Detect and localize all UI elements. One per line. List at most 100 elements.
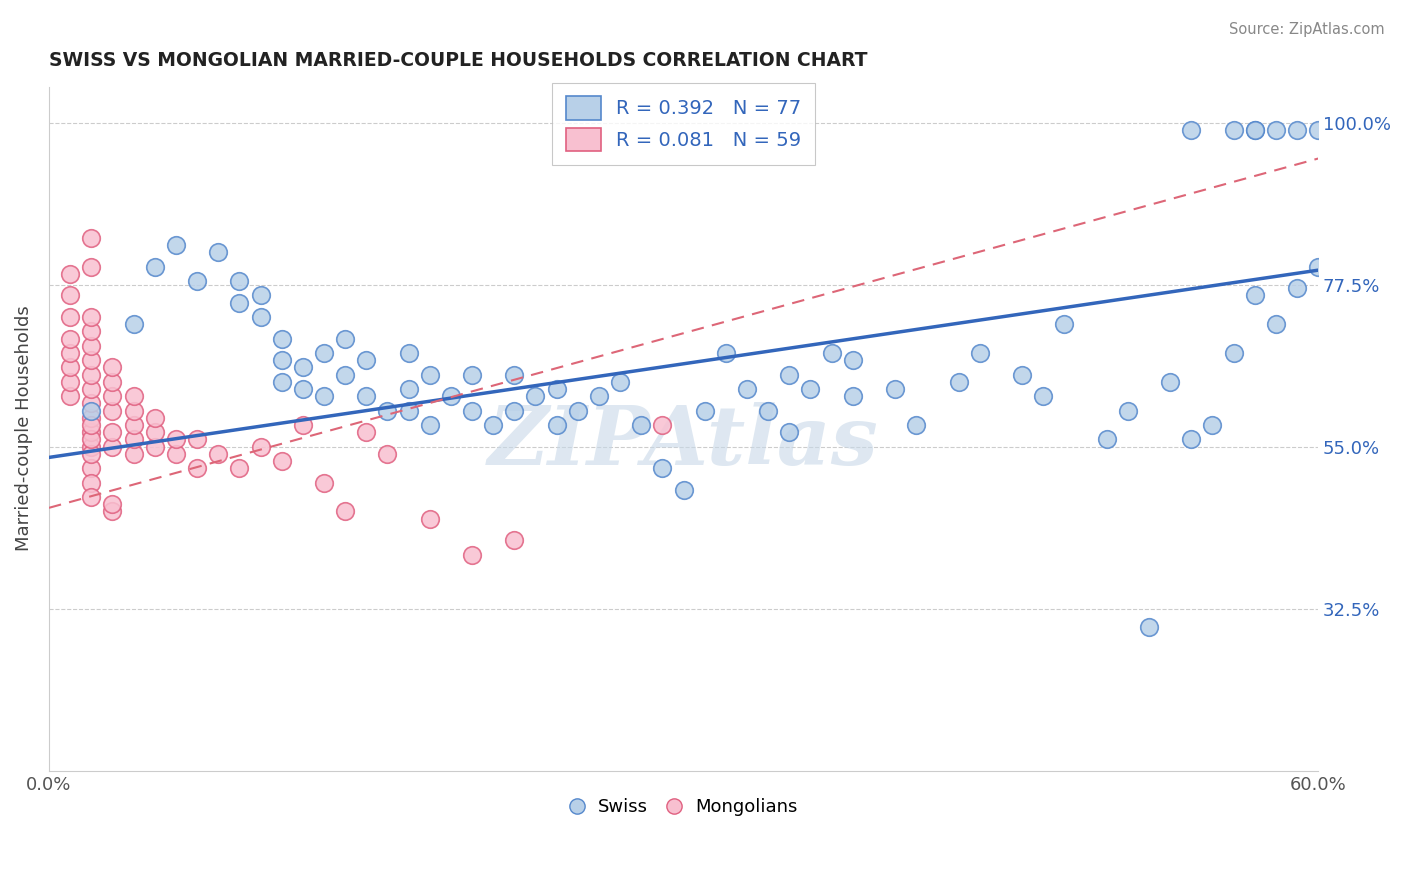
Point: [80, 324, 103, 338]
Point: [482, 417, 505, 432]
Text: SWISS VS MONGOLIAN MARRIED-COUPLE HOUSEHOLDS CORRELATION CHART: SWISS VS MONGOLIAN MARRIED-COUPLE HOUSEH…: [49, 51, 868, 70]
Point: [101, 389, 124, 403]
Point: [80, 461, 103, 475]
Point: [503, 368, 526, 382]
Point: [461, 403, 484, 417]
Point: [80, 490, 103, 504]
Point: [143, 425, 166, 440]
Point: [503, 403, 526, 417]
Point: [80, 447, 103, 461]
Point: [1201, 417, 1223, 432]
Point: [948, 375, 970, 389]
Point: [1159, 375, 1181, 389]
Point: [122, 389, 145, 403]
Text: ZIPAtlas: ZIPAtlas: [488, 402, 879, 483]
Point: [1032, 389, 1054, 403]
Point: [80, 382, 103, 396]
Point: [546, 382, 568, 396]
Point: [80, 410, 103, 425]
Point: [291, 360, 314, 375]
Point: [567, 403, 589, 417]
Point: [249, 288, 271, 302]
Point: [461, 368, 484, 382]
Point: [165, 447, 187, 461]
Point: [524, 389, 547, 403]
Point: [101, 403, 124, 417]
Point: [1264, 122, 1286, 136]
Point: [356, 425, 378, 440]
Point: [186, 433, 208, 447]
Point: [588, 389, 610, 403]
Point: [842, 389, 865, 403]
Point: [270, 375, 292, 389]
Point: [1011, 368, 1033, 382]
Point: [884, 382, 907, 396]
Point: [80, 475, 103, 490]
Point: [80, 440, 103, 454]
Point: [80, 368, 103, 382]
Point: [122, 317, 145, 331]
Point: [693, 403, 716, 417]
Point: [377, 447, 399, 461]
Point: [1308, 122, 1330, 136]
Point: [270, 353, 292, 368]
Point: [228, 274, 250, 288]
Point: [101, 425, 124, 440]
Point: [59, 310, 82, 324]
Point: [651, 461, 673, 475]
Point: [546, 417, 568, 432]
Point: [1285, 122, 1308, 136]
Point: [80, 339, 103, 353]
Point: [143, 260, 166, 274]
Point: [419, 417, 441, 432]
Point: [735, 382, 758, 396]
Point: [1243, 122, 1265, 136]
Point: [672, 483, 695, 497]
Point: [59, 346, 82, 360]
Point: [186, 274, 208, 288]
Point: [1222, 122, 1244, 136]
Point: [398, 382, 420, 396]
Point: [333, 332, 356, 346]
Point: [122, 403, 145, 417]
Point: [1243, 288, 1265, 302]
Point: [59, 288, 82, 302]
Point: [503, 533, 526, 548]
Point: [440, 389, 463, 403]
Point: [799, 382, 821, 396]
Point: [969, 346, 991, 360]
Point: [59, 375, 82, 389]
Point: [905, 417, 928, 432]
Point: [312, 389, 335, 403]
Point: [1180, 122, 1202, 136]
Point: [312, 475, 335, 490]
Point: [228, 295, 250, 310]
Point: [609, 375, 631, 389]
Point: [186, 461, 208, 475]
Point: [80, 353, 103, 368]
Point: [291, 382, 314, 396]
Point: [80, 260, 103, 274]
Point: [270, 454, 292, 468]
Point: [80, 417, 103, 432]
Point: [80, 310, 103, 324]
Point: [820, 346, 842, 360]
Point: [101, 375, 124, 389]
Point: [80, 396, 103, 410]
Point: [312, 346, 335, 360]
Point: [165, 433, 187, 447]
Point: [59, 332, 82, 346]
Point: [165, 238, 187, 252]
Point: [1222, 346, 1244, 360]
Point: [80, 433, 103, 447]
Point: [59, 389, 82, 403]
Point: [756, 403, 779, 417]
Point: [419, 511, 441, 525]
Point: [80, 231, 103, 245]
Point: [333, 504, 356, 518]
Point: [1137, 620, 1160, 634]
Point: [80, 425, 103, 440]
Point: [101, 440, 124, 454]
Point: [101, 497, 124, 511]
Point: [207, 447, 229, 461]
